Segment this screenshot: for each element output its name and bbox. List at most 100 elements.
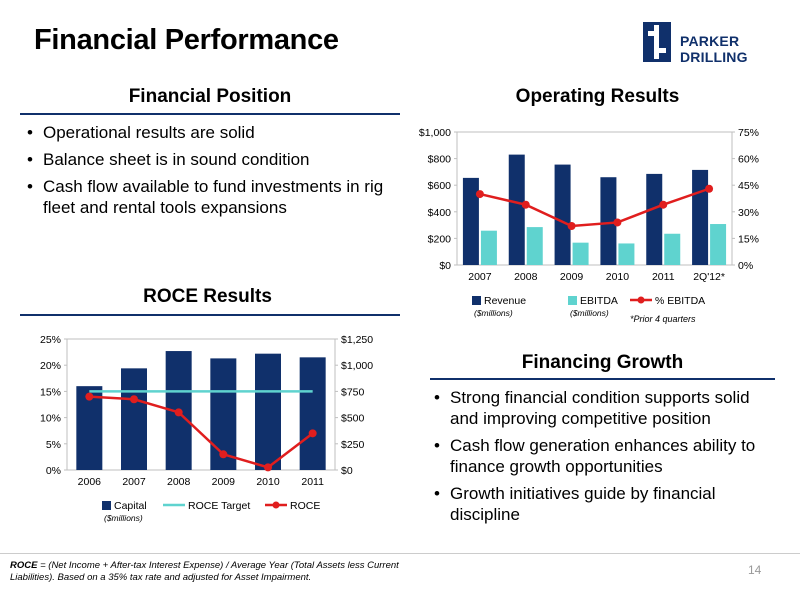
x-tick-label: 2008 — [514, 271, 538, 283]
point-ebitda — [567, 221, 576, 230]
bar-capital — [121, 368, 147, 470]
slide-title: Financial Performance — [34, 24, 339, 56]
legend-swatch-ebitda — [568, 296, 577, 305]
bar-ebitda — [710, 224, 727, 265]
y-left-tick-label: 0% — [46, 465, 61, 477]
legend-unit-note: ($millions) — [104, 513, 143, 523]
operating-results-plot: $0 $200 $400 $600 $800 $1,000 0% 15% 30% 45% 60% 75… — [419, 127, 759, 324]
line-ebitda — [479, 187, 710, 228]
legend-label: Capital — [114, 500, 147, 512]
y-right-tick-label: 0% — [738, 260, 753, 272]
legend-swatch-capital — [102, 501, 111, 510]
bar-revenue — [600, 177, 617, 265]
point-roce — [130, 395, 138, 404]
point-roce — [85, 392, 94, 401]
point-roce — [308, 429, 317, 438]
roce-rule — [20, 314, 400, 316]
logo-text: PARKER DRILLING — [680, 33, 748, 65]
y-left-tick-label: $0 — [439, 260, 451, 272]
point-roce — [264, 463, 272, 472]
page-number: 14 — [748, 563, 762, 577]
y-left-tick-label: 25% — [40, 334, 61, 346]
legend-label: % EBITDA — [655, 295, 705, 307]
x-tick-label: 2011 — [301, 476, 324, 488]
financial-position-rule — [20, 113, 400, 115]
financial-position-heading: Financial Position — [128, 86, 292, 107]
x-tick-label: 2007 — [468, 271, 492, 283]
point-roce — [174, 408, 183, 417]
bar-ebitda — [572, 242, 589, 265]
y-left-tick-label: $600 — [428, 180, 452, 192]
financing-growth-list: Strong financial condition supports soli… — [432, 387, 782, 525]
financial-position-list: Operational results are solid Balance sh… — [25, 122, 385, 218]
point-ebitda — [613, 218, 622, 227]
roce-results-chart: ROCE Results 0% 5% 10% 15% 20% 25% $0 $250 $500 $… — [15, 280, 400, 530]
x-tick-label: 2006 — [78, 476, 102, 488]
bar-revenue — [646, 173, 663, 265]
footnote-text: = (Net Income + After-tax Interest Expen… — [10, 560, 399, 583]
legend-marker-ebitda — [637, 296, 645, 304]
y-right-tick-label: 45% — [738, 180, 759, 192]
y-left-tick-label: 15% — [40, 386, 61, 398]
footnote-label: ROCE — [10, 560, 38, 571]
point-ebitda — [659, 200, 668, 209]
list-item: Cash flow generation enhances ability to… — [432, 435, 782, 477]
financing-growth-rule — [430, 378, 775, 380]
y-left-tick-label: 10% — [40, 413, 61, 425]
point-ebitda — [475, 190, 484, 199]
list-item: Cash flow available to fund investments … — [25, 176, 385, 218]
bar-ebitda — [618, 243, 635, 265]
y-right-tick-label: $500 — [341, 413, 365, 425]
y-right-tick-label: $1,250 — [341, 334, 373, 346]
y-right-tick-label: 75% — [738, 127, 759, 139]
operating-results-chart: Operating Results $0 $200 $400 $600 $800 $1,0… — [400, 80, 795, 330]
x-tick-label: 2008 — [167, 476, 191, 488]
y-right-tick-label: $1,000 — [341, 360, 373, 372]
roce-results-plot: 0% 5% 10% 15% 20% 25% $0 $250 $500 $750 $1,000 $1,2… — [40, 334, 373, 523]
footer-divider — [0, 553, 800, 554]
y-left-tick-label: 5% — [46, 439, 61, 451]
bar-ebitda — [526, 227, 543, 265]
line-roce — [89, 395, 314, 469]
bar-revenue — [462, 177, 479, 265]
y-right-tick-label: $750 — [341, 386, 365, 398]
x-tick-label: 2Q'12* — [693, 271, 725, 283]
bar-capital — [299, 357, 326, 470]
legend-swatch-revenue — [472, 296, 481, 305]
y-left-tick-label: $1,000 — [419, 127, 451, 139]
point-ebitda — [705, 184, 714, 193]
x-tick-label: 2009 — [212, 476, 236, 488]
point-ebitda — [521, 200, 530, 209]
financing-growth-heading: Financing Growth — [521, 352, 684, 373]
legend-label: ROCE — [290, 500, 320, 512]
list-item: Balance sheet is in sound condition — [25, 149, 385, 170]
y-right-tick-label: $250 — [341, 439, 365, 451]
list-item: Operational results are solid — [25, 122, 385, 143]
y-right-tick-label: $0 — [341, 465, 353, 477]
footnote: ROCE = (Net Income + After-tax Interest … — [10, 560, 410, 584]
legend-label: EBITDA — [580, 295, 618, 307]
operating-results-title: Operating Results — [515, 86, 680, 107]
plot-frame — [66, 338, 336, 471]
list-item: Growth initiatives guide by financial di… — [432, 483, 782, 525]
bar-ebitda — [664, 233, 681, 265]
x-tick-label: 2010 — [606, 271, 630, 283]
y-right-tick-label: 15% — [738, 233, 759, 245]
plot-frame — [456, 131, 733, 266]
y-left-tick-label: $200 — [428, 233, 452, 245]
legend-marker-roce — [272, 501, 280, 509]
bar-revenue — [554, 164, 571, 265]
legend-unit-note: ($millions) — [570, 308, 609, 318]
roce-results-title: ROCE Results — [143, 286, 272, 307]
legend-unit-note: ($millions) — [474, 308, 513, 318]
x-tick-label: 2007 — [122, 476, 146, 488]
y-right-tick-label: 60% — [738, 154, 759, 166]
chart-annotation: *Prior 4 quarters — [630, 314, 696, 324]
x-tick-label: 2010 — [256, 476, 280, 488]
legend-label: ROCE Target — [188, 500, 250, 512]
point-roce — [219, 450, 228, 459]
y-left-tick-label: $800 — [428, 154, 452, 166]
x-tick-label: 2009 — [560, 271, 584, 283]
bar-capital — [255, 353, 281, 470]
x-tick-label: 2011 — [652, 271, 675, 283]
